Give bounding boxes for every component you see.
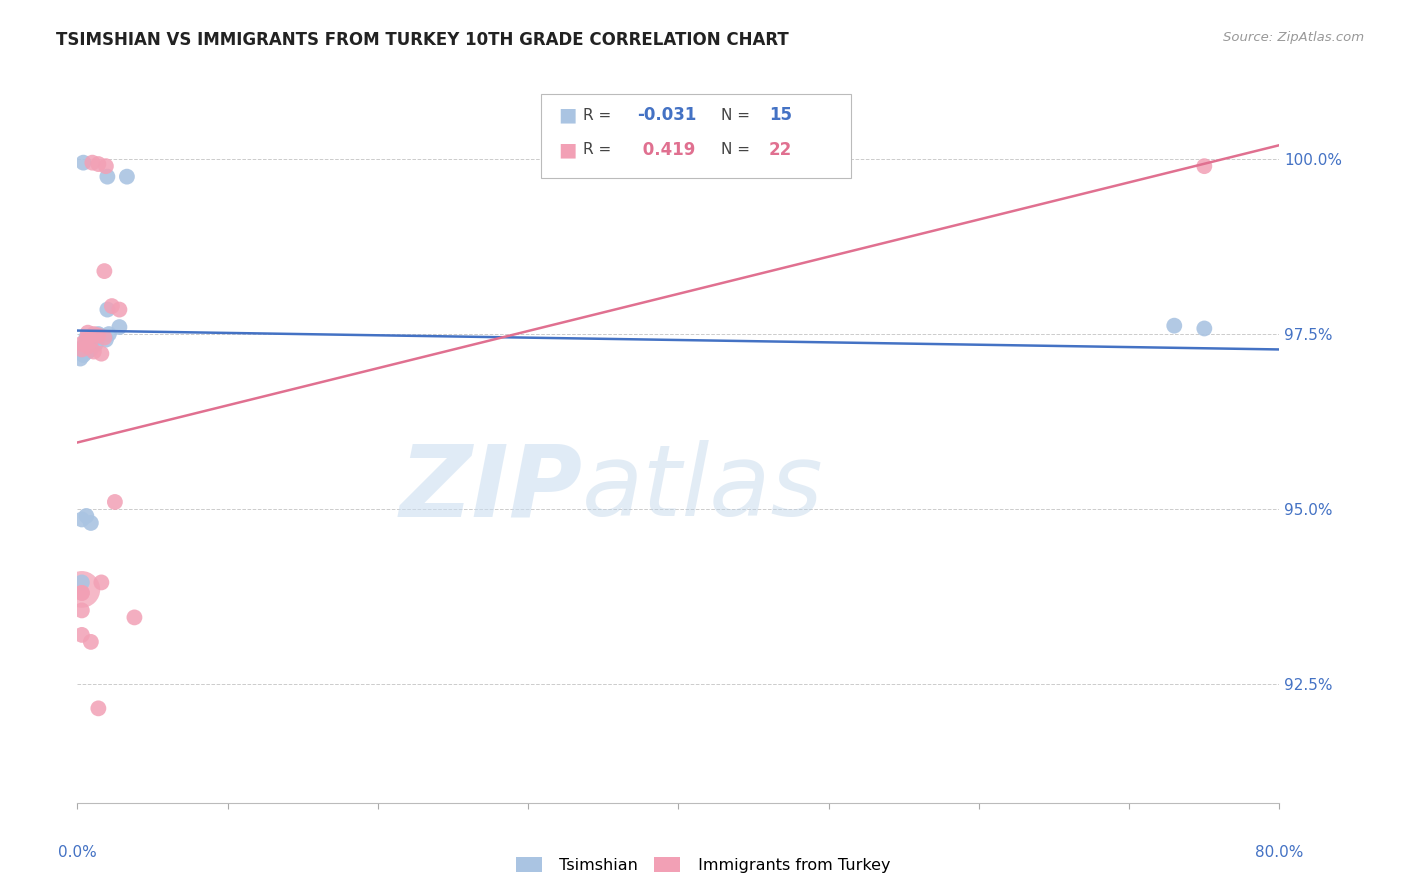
Text: TSIMSHIAN VS IMMIGRANTS FROM TURKEY 10TH GRADE CORRELATION CHART: TSIMSHIAN VS IMMIGRANTS FROM TURKEY 10TH… xyxy=(56,31,789,49)
Point xyxy=(108,320,131,334)
Point xyxy=(80,334,103,348)
Text: -0.031: -0.031 xyxy=(637,106,696,124)
Legend:  Tsimshian,  Immigrants from Turkey: Tsimshian, Immigrants from Turkey xyxy=(509,851,897,880)
Point xyxy=(75,335,97,350)
Point xyxy=(124,610,146,624)
Point xyxy=(1194,321,1216,335)
Point xyxy=(70,575,93,590)
Point xyxy=(94,333,117,347)
Point xyxy=(70,586,93,600)
Point xyxy=(1163,318,1185,333)
Point xyxy=(87,701,110,715)
Text: N =: N = xyxy=(721,143,755,157)
Point xyxy=(70,628,93,642)
Point xyxy=(80,516,103,530)
Point xyxy=(82,155,104,169)
Point xyxy=(108,302,131,317)
Point xyxy=(72,155,94,169)
Point xyxy=(76,344,98,359)
Point xyxy=(96,169,118,184)
Point xyxy=(84,337,107,351)
Point xyxy=(75,508,97,523)
Point xyxy=(70,582,93,597)
Text: ■: ■ xyxy=(558,140,576,160)
Point xyxy=(93,330,115,344)
Text: 0.0%: 0.0% xyxy=(58,845,97,860)
Point xyxy=(93,264,115,278)
Point xyxy=(82,330,104,344)
Text: ZIP: ZIP xyxy=(399,441,582,537)
Point xyxy=(80,343,103,357)
Point xyxy=(115,169,138,184)
Text: 0.419: 0.419 xyxy=(637,141,696,159)
Text: ■: ■ xyxy=(558,105,576,125)
Text: N =: N = xyxy=(721,108,755,122)
Point xyxy=(90,346,112,360)
Point xyxy=(75,330,97,344)
Point xyxy=(69,351,91,366)
Point xyxy=(72,340,94,354)
Point xyxy=(104,495,127,509)
Point xyxy=(1194,159,1216,173)
Point xyxy=(87,157,110,171)
Point xyxy=(70,512,93,526)
Point xyxy=(70,343,93,357)
Text: 22: 22 xyxy=(769,141,793,159)
Point xyxy=(70,586,93,600)
Point xyxy=(87,327,110,342)
Point xyxy=(94,159,117,173)
Point xyxy=(90,575,112,590)
Text: 15: 15 xyxy=(769,106,792,124)
Point xyxy=(76,340,98,354)
Text: atlas: atlas xyxy=(582,441,824,537)
Point xyxy=(76,326,98,340)
Text: Source: ZipAtlas.com: Source: ZipAtlas.com xyxy=(1223,31,1364,45)
Point xyxy=(87,328,110,343)
Point xyxy=(97,327,120,342)
Point xyxy=(75,333,97,347)
Point xyxy=(87,330,110,344)
Point xyxy=(80,635,103,649)
Point xyxy=(101,299,124,313)
Point xyxy=(70,603,93,617)
Point xyxy=(83,327,105,342)
Point xyxy=(70,336,93,351)
Point xyxy=(72,348,94,362)
Text: 80.0%: 80.0% xyxy=(1256,845,1303,860)
Text: R =: R = xyxy=(583,143,617,157)
Text: R =: R = xyxy=(583,108,617,122)
Point xyxy=(83,344,105,359)
Point xyxy=(96,302,118,317)
